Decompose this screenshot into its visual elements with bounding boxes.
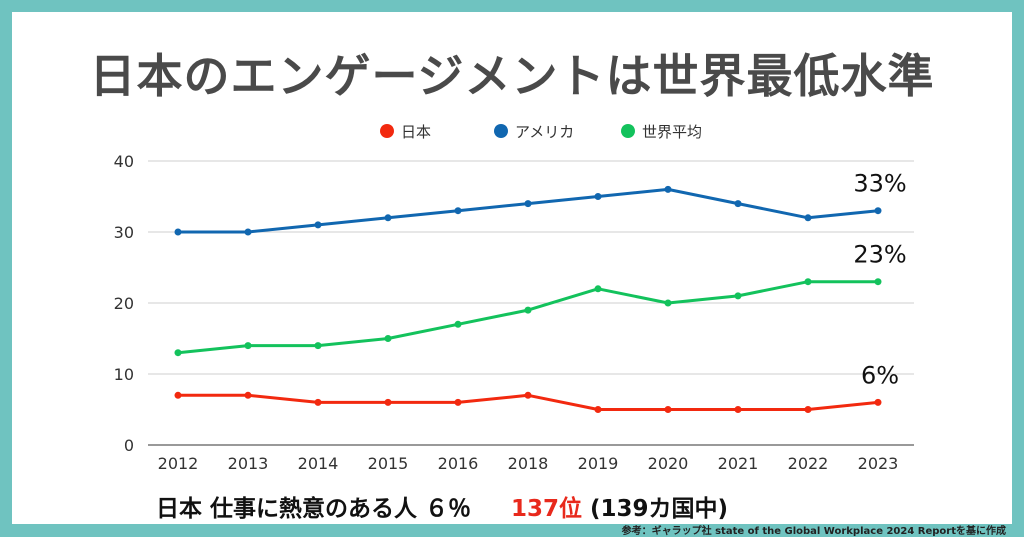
legend-marker bbox=[494, 124, 508, 138]
x-tick-label: 2015 bbox=[368, 454, 409, 473]
chart-grid bbox=[148, 160, 914, 446]
x-tick-label: 2012 bbox=[158, 454, 199, 473]
data-point bbox=[174, 228, 182, 236]
data-point bbox=[804, 214, 812, 222]
y-tick-label: 40 bbox=[114, 152, 134, 171]
data-point bbox=[734, 406, 742, 413]
end-value-label: 33% bbox=[853, 170, 906, 198]
data-point bbox=[664, 406, 672, 413]
series-line bbox=[178, 187, 879, 234]
data-point bbox=[594, 193, 602, 200]
page-title: 日本のエンゲージメントは世界最低水準 bbox=[89, 49, 935, 103]
data-point bbox=[174, 391, 182, 399]
y-tick-label: 20 bbox=[114, 294, 134, 313]
series-2: 23% bbox=[174, 241, 907, 357]
data-point bbox=[804, 406, 812, 413]
data-point bbox=[874, 207, 882, 215]
x-tick-label: 2014 bbox=[298, 454, 339, 473]
x-tick-label: 2023 bbox=[858, 454, 899, 473]
data-point bbox=[244, 342, 252, 350]
x-tick-label: 2022 bbox=[788, 454, 829, 473]
legend-marker bbox=[380, 124, 394, 138]
footer-statement: 日本 仕事に熱意のある人 ６％ bbox=[156, 496, 472, 522]
data-point bbox=[594, 285, 602, 293]
series-1: 33% bbox=[174, 170, 907, 236]
legend-marker bbox=[621, 124, 635, 138]
data-point bbox=[524, 391, 532, 399]
data-point bbox=[314, 342, 322, 350]
end-value-label: 23% bbox=[853, 241, 906, 269]
rank-value: 137位 bbox=[511, 496, 583, 522]
footer-statement-block: 日本 仕事に熱意のある人 ６％ 137位 (139カ国中) bbox=[156, 489, 728, 523]
data-point bbox=[664, 299, 672, 307]
data-point bbox=[804, 278, 812, 286]
legend-label: 世界平均 bbox=[642, 123, 702, 141]
y-tick-label: 30 bbox=[114, 223, 134, 242]
data-point bbox=[524, 200, 532, 208]
data-point bbox=[734, 292, 742, 300]
data-point bbox=[524, 306, 532, 314]
x-tick-label: 2020 bbox=[648, 454, 689, 473]
series-0: 6% bbox=[174, 361, 899, 413]
data-point bbox=[664, 185, 672, 193]
data-point bbox=[734, 200, 742, 208]
x-tick-label: 2016 bbox=[438, 454, 479, 473]
x-tick-label: 2019 bbox=[578, 454, 619, 473]
legend-label: アメリカ bbox=[515, 123, 574, 141]
chart-legend: 日本 アメリカ 世界平均 bbox=[380, 123, 702, 141]
data-point bbox=[244, 391, 252, 399]
data-point bbox=[454, 398, 462, 406]
data-point bbox=[454, 207, 462, 215]
data-point bbox=[454, 320, 462, 328]
line-chart: 日本 アメリカ 世界平均 6% 33% 23% 2012 2013 2014 2015 2016… bbox=[114, 123, 914, 473]
end-value-label: 6% bbox=[861, 361, 899, 389]
data-point bbox=[384, 214, 392, 222]
x-axis-ticks: 2012 2013 2014 2015 2016 2018 2019 2020 2021 2022… bbox=[158, 454, 899, 473]
series-line bbox=[177, 280, 878, 355]
y-tick-label: 0 bbox=[124, 436, 134, 455]
x-tick-label: 2018 bbox=[508, 454, 549, 473]
data-point bbox=[174, 349, 182, 357]
data-point bbox=[244, 228, 252, 236]
data-point bbox=[594, 406, 602, 413]
legend-label: 日本 bbox=[401, 123, 431, 141]
x-tick-label: 2013 bbox=[228, 454, 269, 473]
data-point bbox=[384, 335, 392, 342]
source-note: 参考：ギャラップ社 state of the Global Workplace … bbox=[621, 526, 1006, 537]
infographic-card: 日本のエンゲージメントは世界最低水準 日本 アメリカ 世界平均 6% 33% 23% 2… bbox=[12, 12, 1012, 537]
data-point bbox=[314, 398, 322, 406]
y-axis-ticks: 0 10 20 30 40 bbox=[114, 152, 134, 455]
y-tick-label: 10 bbox=[114, 365, 134, 384]
chart-series: 6% 33% 23% bbox=[174, 170, 907, 413]
data-point bbox=[874, 278, 882, 286]
data-point bbox=[384, 398, 392, 406]
rank-note: (139カ国中) bbox=[582, 496, 729, 522]
data-point bbox=[314, 221, 322, 229]
data-point bbox=[874, 398, 882, 406]
x-tick-label: 2021 bbox=[718, 454, 759, 473]
